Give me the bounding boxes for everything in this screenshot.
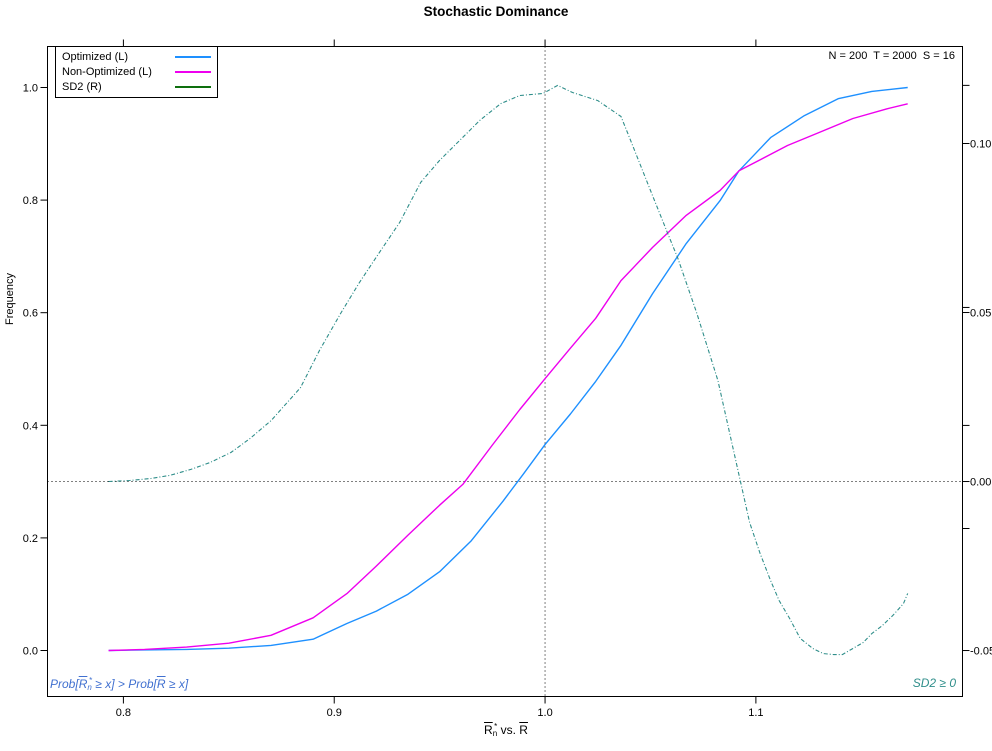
legend-item: Optimized (L) <box>62 49 211 64</box>
text-part: R <box>484 723 493 737</box>
legend-item: SD2 (R) <box>62 79 211 94</box>
left-tick-label: 0.8 <box>23 195 38 207</box>
legend-line-sample <box>175 55 211 58</box>
legend-label: SD2 (R) <box>62 80 102 93</box>
left-tick-label: 1.0 <box>23 82 38 94</box>
text-part: vs. <box>497 723 520 737</box>
text-part: R <box>156 677 166 691</box>
legend-item: Non-Optimized (L) <box>62 64 211 79</box>
series-non-optimized-l- <box>108 103 908 652</box>
x-tick-label: 1.0 <box>537 707 552 719</box>
legend-label: Optimized (L) <box>62 50 129 63</box>
x-tick-label: 0.9 <box>327 707 342 719</box>
text-part: n <box>492 729 498 738</box>
chart-title: Stochastic Dominance <box>423 4 569 19</box>
left-tick-label: 0.2 <box>23 533 38 545</box>
simulation-params: N = 200 T = 2000 S = 16 <box>828 50 956 62</box>
plot-border <box>47 46 963 697</box>
right-tick-label: 0.05 <box>970 308 991 320</box>
legend-label: Non-Optimized (L) <box>62 65 152 78</box>
annotation-prob-inequality: Prob[Rn* ≥ x] > Prob[R ≥ x] <box>50 676 188 692</box>
text-part: ≥ x] > Prob[ <box>91 677 157 691</box>
series-optimized-l- <box>108 86 908 652</box>
series-sd2-r- <box>108 84 909 656</box>
right-tick-label: -0.05 <box>970 646 992 658</box>
left-tick-label: 0.4 <box>23 420 38 432</box>
text-part: R <box>519 723 528 737</box>
left-tick-label: 0.6 <box>23 308 38 320</box>
legend-box: Optimized (L) Non-Optimized (L) SD2 (R) <box>55 46 218 98</box>
x-tick-label: 0.8 <box>116 707 131 719</box>
x-tick-label: 1.1 <box>748 707 763 719</box>
y-axis-title: Frequency <box>4 273 16 325</box>
x-axis-title: Rn* vs. R <box>396 722 616 738</box>
annotation-sd2: SD2 ≥ 0 <box>912 676 956 690</box>
legend-line-sample <box>175 85 211 88</box>
right-tick-label: 0.10 <box>970 139 991 151</box>
left-tick-label: 0.0 <box>23 646 38 658</box>
right-tick-label: 0.00 <box>970 477 991 489</box>
text-part: R <box>78 677 88 691</box>
text-part: n <box>87 683 92 692</box>
text-part: Prob[ <box>50 677 79 691</box>
text-part: * <box>88 676 92 685</box>
text-part: ≥ x] <box>165 677 189 691</box>
text-part: * <box>494 722 498 731</box>
legend-line-sample <box>175 70 211 73</box>
